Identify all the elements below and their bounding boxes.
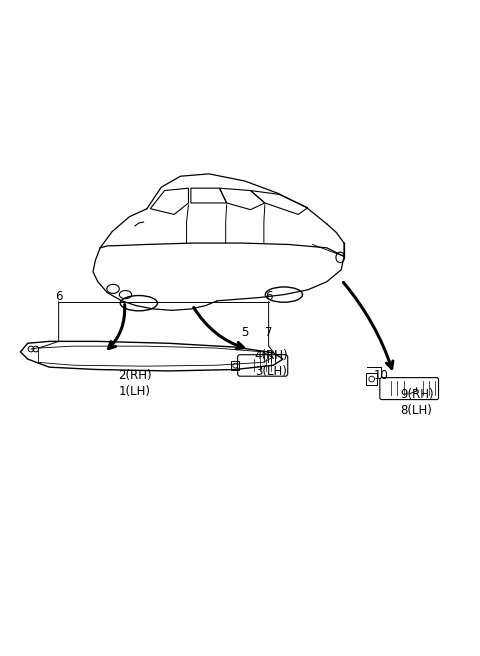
- Text: 6: 6: [265, 291, 272, 304]
- Text: 5: 5: [241, 326, 249, 339]
- Bar: [366, 373, 377, 385]
- Text: 9(RH)
8(LH): 9(RH) 8(LH): [400, 388, 433, 417]
- Text: 4(RH)
3(LH): 4(RH) 3(LH): [254, 350, 288, 379]
- Text: 2(RH)
1(LH): 2(RH) 1(LH): [118, 369, 152, 398]
- Text: 7: 7: [265, 326, 272, 339]
- Bar: [231, 361, 239, 370]
- Text: 6: 6: [55, 291, 62, 304]
- Text: 10: 10: [373, 369, 388, 382]
